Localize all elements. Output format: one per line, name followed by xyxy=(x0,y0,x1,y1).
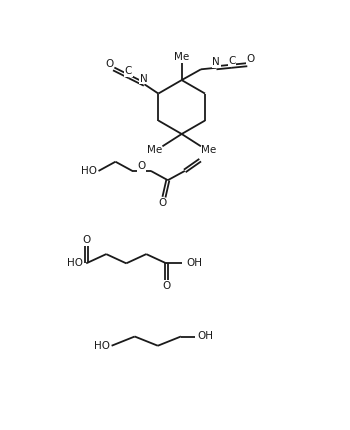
Text: C: C xyxy=(125,66,132,76)
Text: O: O xyxy=(158,198,167,208)
Text: HO: HO xyxy=(81,166,97,176)
Text: O: O xyxy=(82,235,90,245)
Text: O: O xyxy=(106,58,114,68)
Text: HO: HO xyxy=(94,341,110,351)
Text: HO: HO xyxy=(67,258,83,268)
Text: Me: Me xyxy=(147,145,162,155)
Text: OH: OH xyxy=(186,258,202,267)
Text: N: N xyxy=(140,74,148,84)
Text: C: C xyxy=(228,56,236,66)
Text: Me: Me xyxy=(174,52,189,62)
Text: O: O xyxy=(162,282,170,292)
Text: OH: OH xyxy=(198,331,214,341)
Text: Me: Me xyxy=(201,145,216,155)
Text: O: O xyxy=(247,54,255,64)
Text: O: O xyxy=(138,161,146,171)
Text: N: N xyxy=(212,57,220,68)
